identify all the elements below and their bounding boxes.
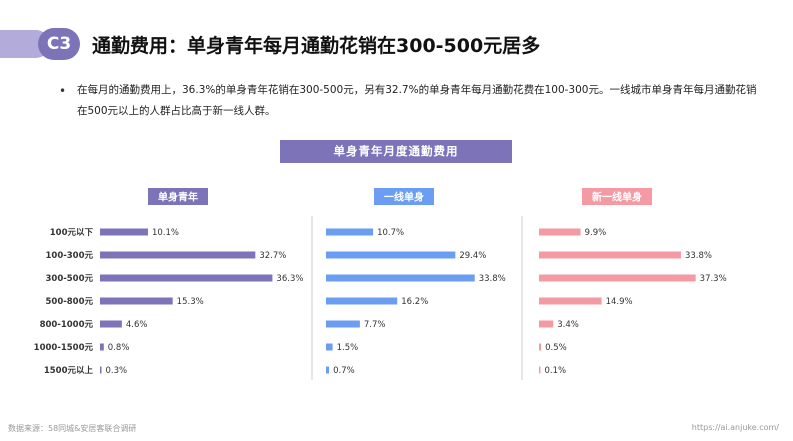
bar xyxy=(326,343,333,351)
data-label: 0.1% xyxy=(545,366,567,376)
bar xyxy=(100,366,102,374)
bar xyxy=(326,251,456,259)
category-label: 100-300元 xyxy=(45,251,93,261)
data-label: 36.3% xyxy=(276,274,303,284)
data-label: 37.3% xyxy=(700,274,727,284)
bar xyxy=(539,228,581,236)
data-label: 15.3% xyxy=(177,297,204,307)
data-label: 7.7% xyxy=(364,320,386,330)
bar-charts: 单身青年 100元以下 10.1% 100-300元 32.7% 300-500元 36.3… xyxy=(34,188,727,380)
bar xyxy=(326,297,398,305)
page-title: 通勤费用：单身青年每月通勤花销在300-500元居多 xyxy=(92,35,541,57)
bar xyxy=(100,320,122,328)
category-label: 800-1000元 xyxy=(40,320,94,330)
data-label: 14.9% xyxy=(606,297,633,307)
panel-title: 单身青年 xyxy=(158,191,198,204)
panel-header-box xyxy=(582,188,652,205)
data-label: 0.8% xyxy=(108,343,130,353)
category-label: 500-800元 xyxy=(45,297,93,307)
data-label: 29.4% xyxy=(459,251,486,261)
data-label: 9.9% xyxy=(585,228,607,238)
data-label: 1.5% xyxy=(337,343,359,353)
bar xyxy=(539,297,602,305)
category-label: 300-500元 xyxy=(45,274,93,284)
bar xyxy=(326,274,475,282)
category-label: 1500元以上 xyxy=(44,365,94,376)
bar xyxy=(539,274,696,282)
data-label: 4.6% xyxy=(126,320,148,330)
data-source: 数据来源：58同城&安居客联合调研 xyxy=(8,424,137,433)
summary-text: 在每月的通勤费用上，36.3%的单身青年花销在300-500元，另有32.7%的… xyxy=(77,84,757,117)
bar xyxy=(539,366,541,374)
summary-bullet: • xyxy=(59,84,67,98)
source-url[interactable]: https://ai.anjuke.com/ xyxy=(691,423,779,432)
bar xyxy=(100,343,104,351)
section-badge: C3 xyxy=(38,28,80,60)
bar xyxy=(100,251,256,259)
data-label: 0.3% xyxy=(106,366,128,376)
data-label: 10.7% xyxy=(377,228,404,238)
data-label: 3.4% xyxy=(557,320,579,330)
panel-header-box xyxy=(148,188,208,205)
data-label: 10.1% xyxy=(152,228,179,238)
panel-title: 一线单身 xyxy=(384,191,424,204)
data-label: 33.8% xyxy=(685,251,712,261)
bar xyxy=(326,228,374,236)
bar xyxy=(539,251,681,259)
bar xyxy=(326,366,330,374)
chart-title: 单身青年月度通勤费用 xyxy=(280,140,512,163)
category-label: 100元以下 xyxy=(50,228,94,238)
bar xyxy=(539,343,542,351)
data-label: 33.8% xyxy=(479,274,506,284)
bar xyxy=(100,274,273,282)
data-label: 16.2% xyxy=(401,297,428,307)
panel-title: 新一线单身 xyxy=(592,191,642,204)
category-label: 1000-1500元 xyxy=(34,343,94,353)
data-label: 0.5% xyxy=(545,343,567,353)
panel-header-box xyxy=(374,188,434,205)
bar xyxy=(100,228,148,236)
data-label: 0.7% xyxy=(333,366,355,376)
bar xyxy=(100,297,173,305)
bar xyxy=(326,320,360,328)
data-label: 32.7% xyxy=(259,251,286,261)
header: C3 通勤费用：单身青年每月通勤花销在300-500元居多 xyxy=(0,0,793,68)
bar xyxy=(539,320,554,328)
